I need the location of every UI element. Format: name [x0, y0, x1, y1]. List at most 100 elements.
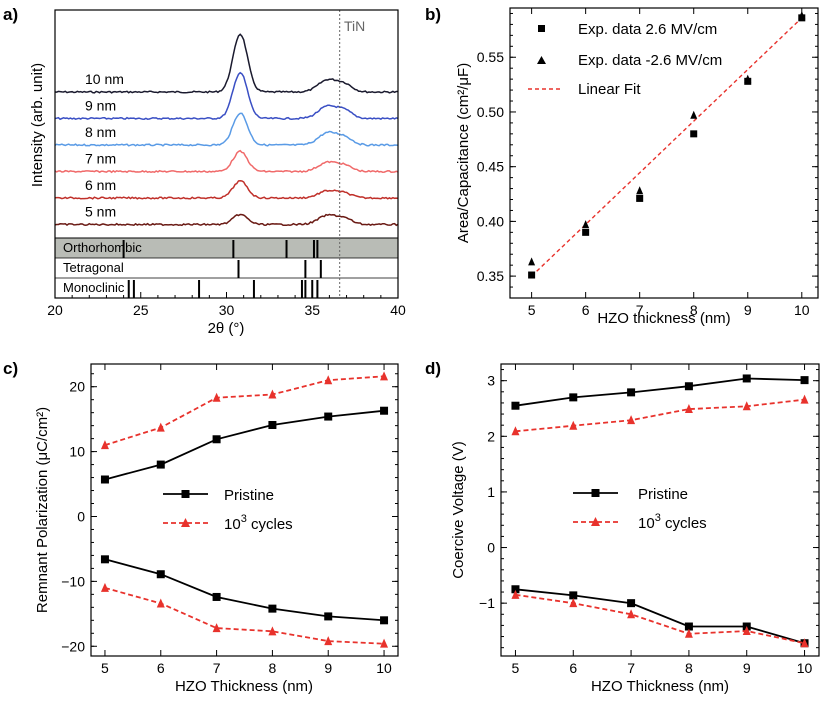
data-point-cycled — [800, 638, 809, 648]
data-point-cycled — [684, 628, 693, 638]
panel-b-fit — [531, 17, 803, 277]
data-point-cycled — [627, 415, 636, 425]
data-point-square — [636, 194, 644, 202]
data-point-pristine — [324, 612, 333, 621]
panel-d-legend: Pristine 103 cycles — [573, 486, 707, 532]
data-point-cycled — [212, 623, 221, 633]
series-line-pristine-neg — [104, 558, 385, 622]
x-tick-label: 10 — [797, 660, 813, 676]
data-point-cycled — [800, 394, 809, 404]
legend-triangle-marker — [537, 56, 546, 64]
x-tick-label: 7 — [636, 302, 644, 318]
y-tick-label: 2 — [487, 428, 495, 444]
x-tick-label: 9 — [744, 302, 752, 318]
data-point-cycled — [684, 404, 693, 414]
legend-cycled-marker — [591, 517, 600, 526]
panel-c-axes: 5 6 7 8 9 10 −20 −10 0 10 20 — [61, 364, 398, 676]
x-tick-label: 10 — [794, 302, 810, 318]
data-point-triangle — [690, 110, 698, 119]
legend-fit: Linear Fit — [578, 81, 641, 98]
legend-pristine-marker — [181, 490, 190, 498]
data-point-triangle — [636, 186, 644, 195]
data-point-cycled — [156, 598, 165, 608]
data-point-cycled — [100, 440, 109, 450]
data-point-pristine — [627, 599, 636, 608]
legend-exp-negative: Exp. data -2.6 MV/cm — [578, 52, 722, 69]
series-line-cycled-neg — [104, 587, 385, 645]
series-line-cycled-neg — [515, 593, 805, 645]
data-point-pristine — [156, 570, 165, 579]
panel-d-ylabel: Coercive Voltage (V) — [450, 441, 467, 579]
reference-label: Tetragonal — [63, 260, 124, 275]
x-tick-label: 7 — [627, 660, 635, 676]
x-tick-label: 6 — [569, 660, 577, 676]
data-point-cycled — [569, 420, 578, 430]
data-point-cycled — [212, 392, 221, 402]
series-line-pristine-neg — [515, 588, 805, 645]
linear-fit-line — [531, 17, 803, 277]
data-point-cycled — [100, 582, 109, 592]
panel-a-thickness-labels: 10 nm 9 nm 8 nm 7 nm 6 nm 5 nm — [85, 71, 124, 220]
data-point-pristine — [324, 412, 333, 421]
data-point-pristine — [212, 435, 221, 444]
panel-c-frame — [90, 363, 399, 657]
panel-b-frame — [509, 7, 819, 299]
y-tick-label: −10 — [61, 573, 85, 589]
y-tick-label: 0.55 — [477, 49, 504, 65]
data-point-cycled — [742, 401, 751, 411]
legend-square-marker — [538, 25, 545, 32]
x-tick-label: 6 — [582, 302, 590, 318]
data-point-square — [690, 130, 698, 138]
x-tick-label: 40 — [390, 302, 406, 318]
data-point-cycled — [569, 598, 578, 608]
data-point-pristine — [380, 406, 389, 415]
data-point-cycled — [324, 375, 333, 385]
spectrum-7nm — [54, 149, 399, 174]
data-point-cycled — [742, 625, 751, 635]
panel-b-points — [528, 11, 806, 279]
data-point-pristine — [627, 388, 636, 397]
series-line-cycled-pos — [515, 398, 805, 433]
x-tick-label: 9 — [324, 660, 332, 676]
data-point-pristine — [511, 585, 520, 594]
y-tick-label: 10 — [69, 444, 85, 460]
panel-d-axes: 5 6 7 8 9 10 −1 0 1 2 3 — [479, 364, 819, 676]
data-point-triangle — [582, 220, 590, 229]
x-tick-label: 9 — [743, 660, 751, 676]
panel-c-label: c) — [3, 359, 18, 378]
reference-strip-shade — [55, 238, 398, 258]
data-point-cycled — [380, 638, 389, 648]
panel-c-series — [100, 371, 389, 648]
panel-c-legend: Pristine 103 cycles — [163, 487, 293, 533]
data-point-cycled — [268, 389, 277, 399]
y-tick-label: 20 — [69, 379, 85, 395]
data-point-pristine — [511, 401, 520, 410]
reference-label: Monoclinic — [63, 280, 125, 295]
panel-b-label: b) — [425, 5, 441, 24]
data-point-square — [582, 228, 590, 236]
panel-b-legend: Exp. data 2.6 MV/cm Exp. data -2.6 MV/cm… — [528, 21, 722, 98]
panel-a-spectra — [54, 33, 399, 227]
panel-a-x-axis: 20 25 30 35 40 — [47, 292, 406, 318]
spectrum-8nm — [54, 112, 399, 147]
thickness-label: 5 nm — [85, 204, 116, 220]
spectrum-6nm — [54, 179, 399, 200]
panel-a-reference-strips: Orthorhombic Tetragonal Monoclinic — [55, 237, 398, 299]
legend-pristine: Pristine — [224, 487, 274, 504]
thickness-label: 10 nm — [85, 71, 124, 87]
data-point-cycled — [511, 426, 520, 436]
thickness-label: 8 nm — [85, 124, 116, 140]
y-tick-label: 0.45 — [477, 159, 504, 175]
panel-a-xlabel: 2θ (°) — [208, 320, 245, 337]
x-tick-label: 35 — [304, 302, 320, 318]
data-point-cycled — [268, 626, 277, 636]
legend-cycled: 103 cycles — [224, 513, 293, 533]
data-point-pristine — [569, 393, 578, 402]
data-point-pristine — [268, 604, 277, 613]
panel-b-ylabel: Area/Capacitance (cm²/μF) — [455, 63, 472, 243]
data-point-pristine — [100, 475, 109, 484]
x-tick-label: 8 — [690, 302, 698, 318]
spectrum-9nm — [54, 71, 399, 121]
y-tick-label: 3 — [487, 373, 495, 389]
